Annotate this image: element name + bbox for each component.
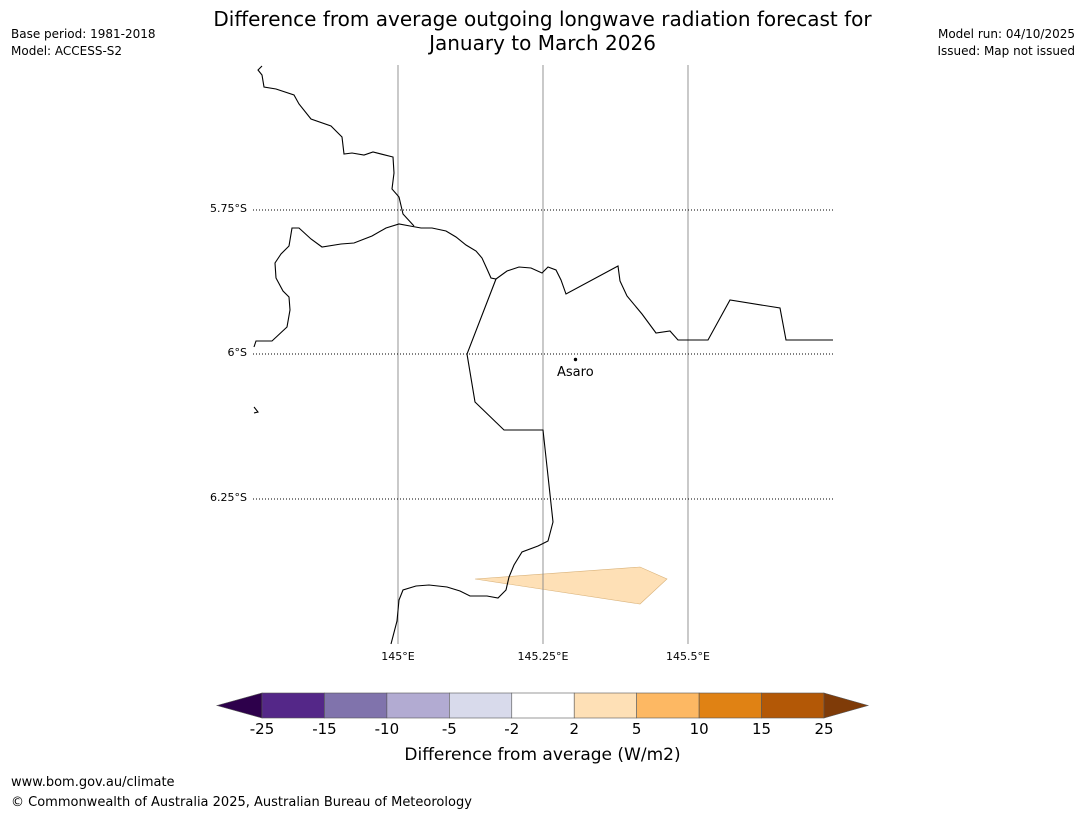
- map-title: Difference from average outgoing longwav…: [0, 7, 1085, 55]
- lat-label-6: 6°S: [227, 346, 247, 359]
- boundary-central: [253, 223, 833, 348]
- colorbar-bin: [324, 692, 388, 719]
- boundary-border: [390, 278, 554, 645]
- meta-right: Model run: 04/10/2025 Issued: Map not is…: [937, 26, 1075, 60]
- boundary-north: [257, 65, 415, 227]
- colorbar-tick-label: 25: [814, 720, 834, 738]
- model-name: Model: ACCESS-S2: [11, 44, 123, 58]
- footer-copyright: © Commonwealth of Australia 2025, Austra…: [11, 795, 472, 810]
- lat-label-5-75: 5.75°S: [210, 202, 247, 215]
- colorbar-bin: [573, 692, 637, 719]
- lon-label-145-5: 145.5°E: [666, 650, 710, 663]
- title-line-1: Difference from average outgoing longwav…: [213, 7, 872, 31]
- place-label: Asaro: [557, 365, 594, 380]
- model-run: Model run: 04/10/2025: [937, 27, 1075, 41]
- place-marker: [573, 357, 578, 362]
- lon-label-145-25: 145.25°E: [517, 650, 569, 663]
- colorbar-tick-label: 2: [569, 720, 579, 738]
- title-line-2: January to March 2026: [429, 31, 656, 55]
- meta-left: Base period: 1981-2018 Model: ACCESS-S2: [11, 26, 156, 60]
- colorbar-tick-label: 5: [631, 720, 642, 738]
- colorbar-tick-label: -2: [504, 720, 520, 738]
- base-period: Base period: 1981-2018: [11, 27, 156, 41]
- colorbar-bin: [449, 692, 513, 719]
- graticule: [253, 65, 833, 644]
- boundary-fragment: [253, 406, 259, 414]
- colorbar-tick-label: -5: [441, 720, 457, 738]
- colorbar-tick-label: -10: [374, 720, 400, 738]
- colorbar-bin: [636, 692, 700, 719]
- colorbar-under-arrow: [215, 692, 263, 719]
- colorbar-tick-label: 10: [689, 720, 709, 738]
- colorbar-bin: [386, 692, 450, 719]
- colorbar-over-arrow: [823, 692, 870, 719]
- colorbar-bin: [511, 692, 575, 719]
- colorbar-bin: [761, 692, 825, 719]
- issued-status: Issued: Map not issued: [937, 44, 1075, 58]
- colorbar-bin: [261, 692, 325, 719]
- footer-url[interactable]: www.bom.gov.au/climate: [11, 775, 175, 790]
- colorbar-label: Difference from average (W/m2): [404, 745, 681, 765]
- boundaries: [253, 65, 833, 645]
- colorbar-tick-label: 15: [752, 720, 772, 738]
- colorbar-tick-label: -15: [312, 720, 337, 738]
- colorbar-bin: [698, 692, 762, 719]
- colorbar: [215, 692, 870, 719]
- colorbar-tick-label: -25: [249, 720, 275, 738]
- anomaly-region: [474, 566, 668, 605]
- lon-label-145: 145°E: [381, 650, 415, 663]
- lat-label-6-25: 6.25°S: [210, 491, 247, 504]
